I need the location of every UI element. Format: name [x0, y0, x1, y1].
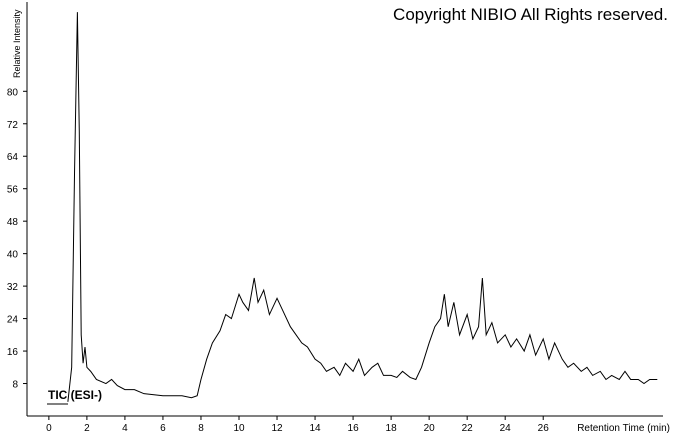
- y-tick-label: 64: [7, 152, 19, 163]
- y-tick-label: 72: [7, 120, 19, 131]
- y-tick-label: 32: [7, 282, 19, 293]
- x-tick-label: 22: [462, 423, 474, 434]
- y-tick-label: 48: [7, 217, 19, 228]
- y-tick-label: 56: [7, 185, 19, 196]
- trace-label: TIC (ESI-): [48, 388, 102, 402]
- y-tick-label: 8: [12, 380, 18, 391]
- x-tick-label: 10: [233, 423, 245, 434]
- x-tick-label: 16: [348, 423, 360, 434]
- x-axis-label: Retention Time (min): [577, 423, 670, 434]
- x-tick-label: 20: [424, 423, 436, 434]
- x-tick-label: 8: [198, 423, 204, 434]
- trace: [67, 12, 658, 402]
- y-tick-label: 80: [7, 87, 19, 98]
- y-tick-label: 40: [7, 250, 19, 261]
- x-tick-label: 6: [160, 423, 166, 434]
- copyright: Copyright NIBIO All Rights reserved.: [393, 5, 668, 24]
- x-tick-label: 0: [46, 423, 52, 434]
- x-tick-label: 24: [500, 423, 512, 434]
- x-tick-label: 12: [271, 423, 283, 434]
- x-tick-label: 18: [386, 423, 398, 434]
- x-tick-label: 14: [309, 423, 321, 434]
- y-tick-label: 16: [7, 347, 19, 358]
- y-axis-label: Relative Intensity: [12, 9, 22, 78]
- x-tick-label: 26: [538, 423, 550, 434]
- x-tick-label: 4: [122, 423, 128, 434]
- y-tick-label: 24: [7, 315, 19, 326]
- x-tick-label: 2: [84, 423, 90, 434]
